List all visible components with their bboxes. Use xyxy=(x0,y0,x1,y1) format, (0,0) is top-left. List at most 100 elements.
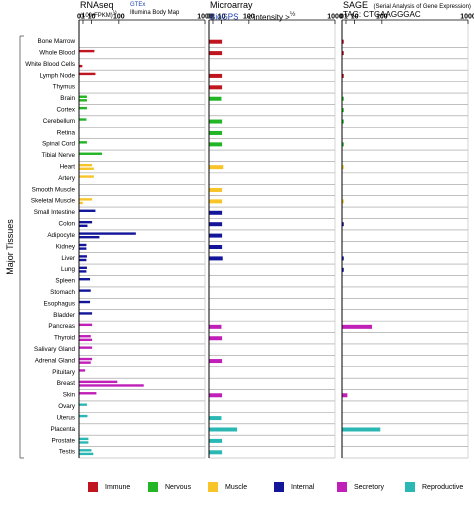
bar xyxy=(79,167,94,170)
x-tick-label: 1000 xyxy=(197,14,213,21)
bar xyxy=(79,201,83,205)
tissue-label: Breast xyxy=(57,380,75,387)
bar xyxy=(79,220,93,224)
rnaseq-unit-exponent: ½ xyxy=(112,10,117,16)
rnaseq-source-gtex: GTEx xyxy=(130,2,145,9)
legend-label: Nervous xyxy=(165,483,192,491)
x-tick-label: 0 xyxy=(77,14,81,21)
bar xyxy=(79,300,91,304)
tissue-label: Lymph Node xyxy=(40,72,76,79)
bar xyxy=(79,243,87,247)
bar xyxy=(79,380,118,384)
tissue-label: Retina xyxy=(57,129,76,136)
tissue-label: Thymus xyxy=(53,84,75,91)
bar xyxy=(209,51,223,56)
x-tick-label: 10 xyxy=(218,14,226,21)
legend-item-secretory: Secretory xyxy=(337,481,384,493)
bar xyxy=(79,232,136,235)
bar xyxy=(79,72,96,76)
bar xyxy=(342,199,344,204)
bar xyxy=(209,96,222,101)
tissue-label: Lung xyxy=(61,266,76,273)
tissue-label: Spinal Cord xyxy=(42,141,75,148)
sage-tag-row: TAG: CTGAAGGGAC xyxy=(343,10,421,19)
microarray-title: Microarray xyxy=(210,0,253,10)
tissue-label: Tibial Nerve xyxy=(42,152,76,159)
bar xyxy=(209,336,223,341)
x-tick-label: 100 xyxy=(243,14,255,21)
tissue-label: Stomach xyxy=(50,289,75,296)
x-tick-label: 1000 xyxy=(460,14,474,21)
tissue-label: White Blood Cells xyxy=(25,61,75,68)
bar xyxy=(79,266,87,270)
tissue-label: Testis xyxy=(59,449,75,456)
bar xyxy=(209,165,224,170)
bar xyxy=(342,73,344,78)
bar xyxy=(209,119,223,124)
x-tick-label: 1 xyxy=(344,14,348,21)
sage-subtitle: (Serial Analysis of Gene Expression) xyxy=(373,4,471,10)
bar xyxy=(79,255,87,258)
legend-swatch xyxy=(88,482,98,492)
rnaseq-header: RNAseq xyxy=(80,1,114,10)
microarray-header: Microarray xyxy=(210,1,253,10)
bar xyxy=(209,222,223,227)
legend-item-reproductive: Reproductive xyxy=(405,481,463,493)
bar xyxy=(79,99,87,102)
rnaseq-unit-text: (100•FPKM) xyxy=(80,13,113,19)
bar xyxy=(79,270,87,273)
x-tick-label: 1 xyxy=(211,14,215,21)
sage-tag: TAG: CTGAAGGGAC xyxy=(343,10,421,19)
bar xyxy=(79,403,87,406)
x-tick-label: 0 xyxy=(340,14,344,21)
bar xyxy=(79,369,86,372)
tissue-label: Smooth Muscle xyxy=(32,186,76,193)
bar xyxy=(79,346,93,349)
microarray-unit: < intensity > xyxy=(246,12,290,22)
bar xyxy=(342,119,344,124)
legend-label: Immune xyxy=(105,483,131,491)
bar xyxy=(342,222,344,227)
tissue-label: Whole Blood xyxy=(39,49,75,56)
bar xyxy=(209,416,222,421)
legend-label: Muscle xyxy=(225,483,248,491)
legend-swatch xyxy=(274,482,284,492)
legend-item-internal: Internal xyxy=(274,481,314,493)
bar xyxy=(342,96,344,101)
bar xyxy=(79,338,93,342)
rnaseq-source-gtex-label: GTEx xyxy=(130,2,146,8)
microarray-source-row: BioGPS < intensity >½ xyxy=(210,10,295,22)
bar xyxy=(209,256,223,261)
bar xyxy=(79,384,144,387)
bar xyxy=(79,449,92,452)
bar xyxy=(79,452,94,456)
tissue-label: Bone Marrow xyxy=(38,38,76,45)
bar xyxy=(342,165,344,170)
tissue-label: Uterus xyxy=(56,414,75,421)
x-tick-label: 10 xyxy=(88,14,96,21)
microarray-unit-exponent: ½ xyxy=(289,11,296,18)
tissue-label: Salivary Gland xyxy=(34,346,75,353)
tissue-label: Thyroid xyxy=(54,335,75,342)
bar xyxy=(79,437,89,441)
tissue-label: Pituitary xyxy=(52,369,76,376)
bar xyxy=(209,85,223,90)
sage-header: SAGE (Serial Analysis of Gene Expression… xyxy=(343,1,471,11)
sage-title: SAGE xyxy=(343,0,369,10)
x-tick-label: 1000 xyxy=(327,14,343,21)
bar xyxy=(342,427,381,432)
legend-swatch xyxy=(148,482,158,492)
bar xyxy=(209,187,223,192)
bar xyxy=(79,224,88,227)
bar xyxy=(79,118,87,121)
legend-swatch xyxy=(405,482,415,492)
rnaseq-source-illumina: Illumina Body Map xyxy=(130,10,179,17)
bar xyxy=(79,357,93,361)
bar xyxy=(209,393,223,398)
bar xyxy=(209,130,223,135)
legend-label: Reproductive xyxy=(422,483,464,491)
tissue-label: Skeletal Muscle xyxy=(31,198,76,205)
bar xyxy=(209,199,223,204)
bar xyxy=(209,245,223,249)
